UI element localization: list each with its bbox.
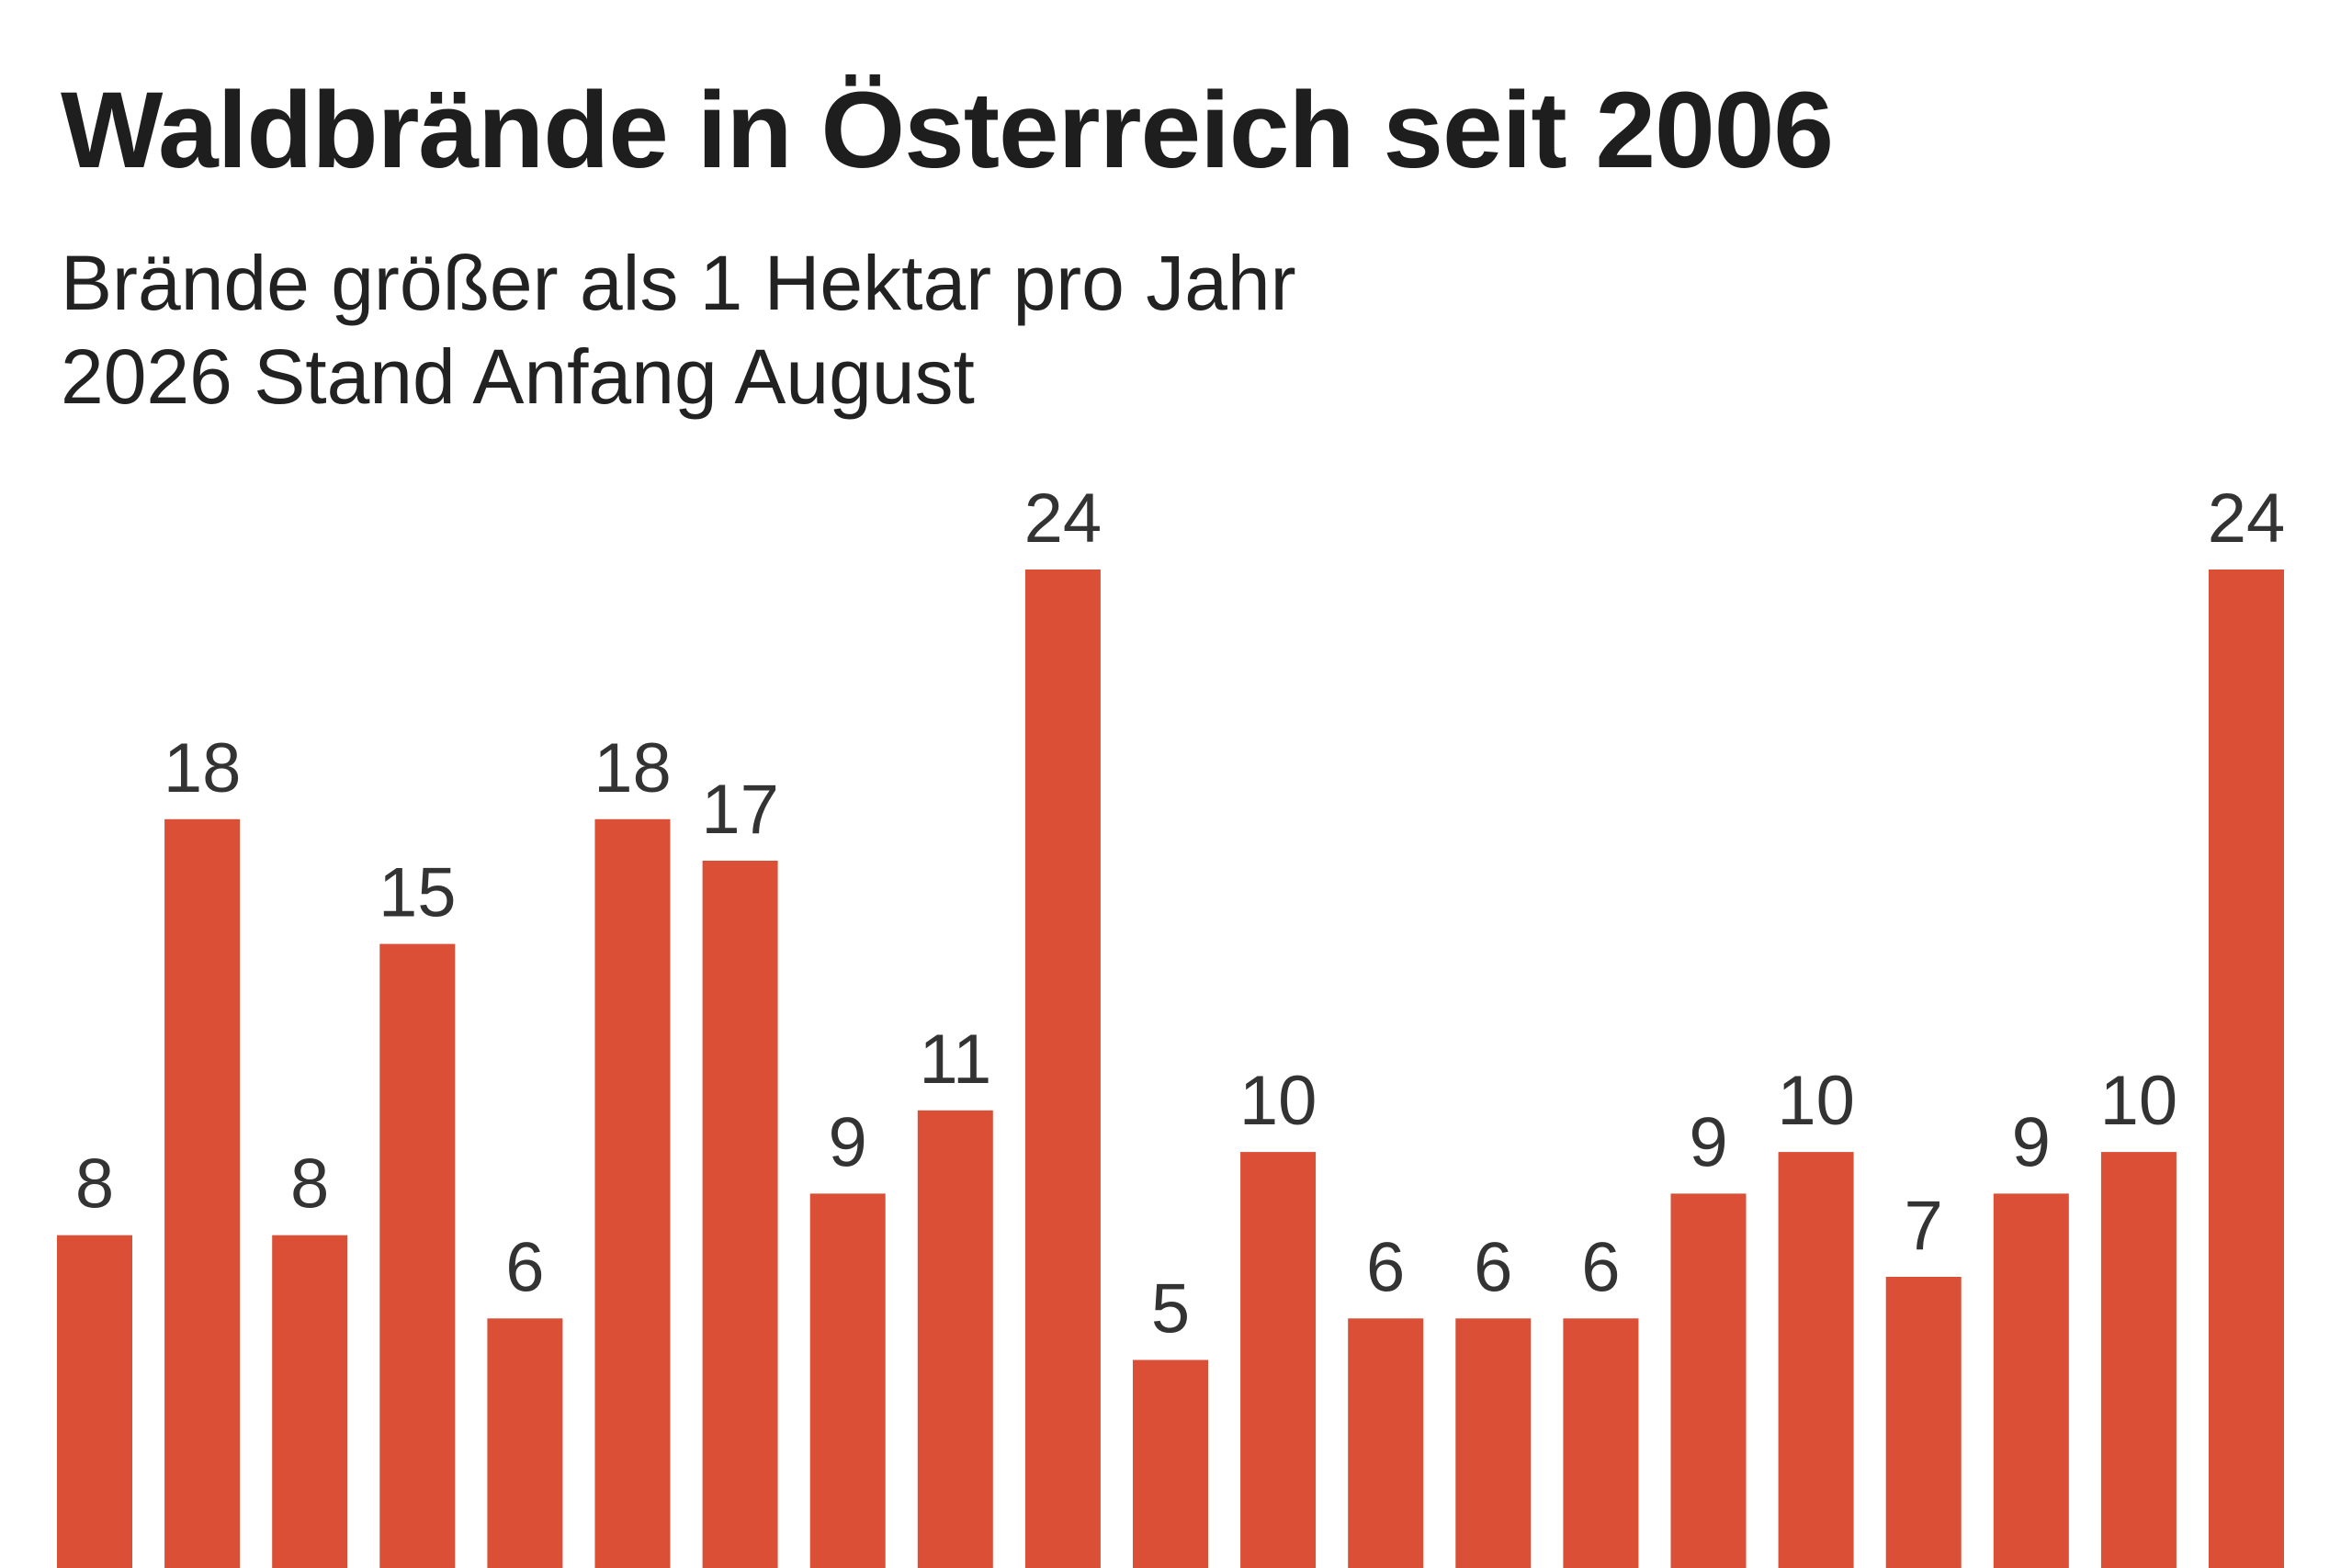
bar-value-label: 24 [1024,479,1102,558]
bar [1563,1318,1639,1568]
bar-value-label: 8 [75,1145,114,1224]
bar [379,943,456,1568]
bar-value-label: 5 [1151,1270,1190,1348]
bar [272,1235,348,1568]
bar-value-label: 11 [919,1021,991,1099]
bar [164,818,241,1568]
bar-value-label: 8 [290,1145,329,1224]
bar-value-label: 10 [2100,1062,2178,1140]
bar-value-label: 18 [594,729,672,807]
bar-value-label: 18 [164,729,242,807]
bar-value-label: 24 [2208,479,2286,558]
bar [487,1318,563,1568]
bar [1885,1277,1962,1568]
bar-value-label: 6 [1366,1228,1405,1306]
bar [1133,1359,1208,1568]
bar-value-label: 10 [1777,1062,1855,1140]
bar-value-label: 6 [505,1228,544,1306]
bar [809,1193,886,1568]
bar [1670,1193,1747,1568]
bar-value-label: 7 [1905,1187,1943,1265]
bar [1024,570,1101,1568]
bar [2209,570,2284,1568]
bar-value-label: 9 [2012,1103,2051,1181]
bar [1240,1152,1317,1568]
bar-value-label: 15 [379,854,457,932]
bar [1455,1318,1532,1568]
chart-subtitle-line-2: 2026 Stand Anfang August [61,333,975,420]
bar [1348,1318,1424,1568]
bar-value-label: 9 [829,1103,867,1181]
bar [1778,1152,1854,1568]
chart-title: Waldbrände in Österreich seit 2006 [61,70,1834,191]
bar-value-label: 10 [1239,1062,1317,1140]
bar [702,861,778,1568]
bars-group [57,570,2284,1568]
bar-value-label: 9 [1689,1103,1727,1181]
bar-value-label: 6 [1474,1228,1512,1306]
bar [1993,1193,2069,1568]
chart-subtitle-line-1: Brände größer als 1 Hektar pro Jahr [61,240,1296,326]
bar-value-label: 17 [701,771,779,849]
bar-value-label: 6 [1581,1228,1620,1306]
bar [57,1235,132,1568]
bar [2100,1152,2177,1568]
bar [594,818,671,1568]
bar [917,1110,993,1568]
